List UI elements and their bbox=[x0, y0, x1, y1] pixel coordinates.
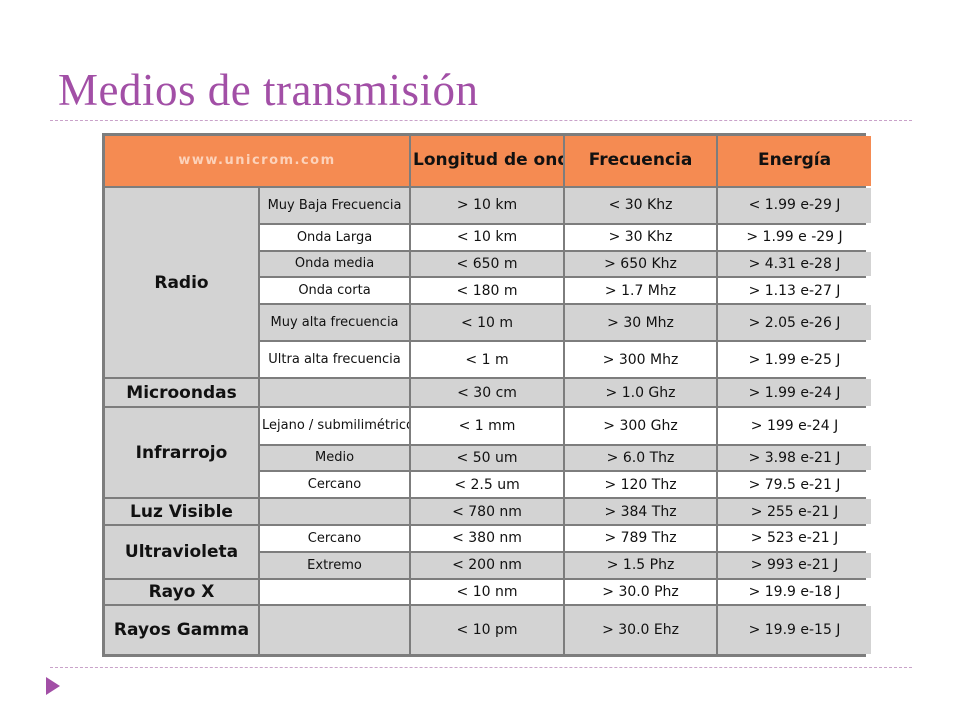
group-ultraviolet: Ultravioleta bbox=[105, 525, 258, 578]
spectrum-table: www.unicrom.com Longitud de onda Frecuen… bbox=[103, 134, 873, 656]
table-row: Medio < 50 um > 6.0 Thz > 3.98 e-21 J bbox=[105, 445, 872, 471]
row-wavelength: < 10 km bbox=[411, 224, 564, 250]
row-frequency: > 1.0 Ghz bbox=[565, 379, 717, 407]
row-wavelength: < 50 um bbox=[411, 445, 564, 471]
row-subcategory: Cercano bbox=[260, 472, 410, 498]
row-frequency: > 300 Mhz bbox=[565, 342, 717, 378]
table-row: Rayos Gamma < 10 pm > 30.0 Ehz > 19.9 e-… bbox=[105, 606, 872, 654]
table-row: Microondas < 30 cm > 1.0 Ghz > 1.99 e-24… bbox=[105, 379, 872, 407]
row-frequency: > 1.5 Phz bbox=[565, 552, 717, 578]
row-frequency: > 1.7 Mhz bbox=[565, 278, 717, 304]
group-visible: Luz Visible bbox=[105, 499, 258, 524]
row-frequency: > 30 Khz bbox=[565, 224, 717, 250]
group-microwaves: Microondas bbox=[105, 379, 258, 407]
row-frequency: > 120 Thz bbox=[565, 472, 717, 498]
group-xray: Rayo X bbox=[105, 579, 258, 605]
row-wavelength: < 780 nm bbox=[411, 499, 564, 524]
row-subcategory: Muy alta frecuencia bbox=[260, 305, 410, 341]
table-row: Onda Larga < 10 km > 30 Khz > 1.99 e -29… bbox=[105, 224, 872, 250]
row-wavelength: < 10 m bbox=[411, 305, 564, 341]
row-frequency: > 6.0 Thz bbox=[565, 445, 717, 471]
table-row: Infrarrojo Lejano / submilimétrico < 1 m… bbox=[105, 408, 872, 498]
header-energy: Energía bbox=[718, 136, 872, 186]
row-wavelength: < 30 cm bbox=[411, 379, 564, 407]
row-subcategory bbox=[260, 379, 410, 407]
title-divider bbox=[50, 120, 912, 121]
row-energy: > 4.31 e-28 J bbox=[718, 251, 872, 277]
row-energy: > 1.13 e-27 J bbox=[718, 278, 872, 304]
row-energy: > 199 e-24 J bbox=[718, 408, 872, 444]
row-subcategory: Extremo bbox=[260, 552, 410, 578]
row-energy: > 2.05 e-26 J bbox=[718, 305, 872, 341]
table-row: Onda corta < 180 m > 1.7 Mhz > 1.13 e-27… bbox=[105, 278, 872, 304]
row-wavelength: < 1 mm bbox=[411, 408, 564, 444]
table-row: Ultra alta frecuencia < 1 m > 300 Mhz > … bbox=[105, 342, 872, 378]
row-energy: < 1.99 e-29 J bbox=[718, 187, 872, 223]
table-row: Ultravioleta Cercano < 380 nm > 789 Thz … bbox=[105, 525, 872, 578]
row-frequency: < 30 Khz bbox=[565, 187, 717, 223]
row-wavelength: < 200 nm bbox=[411, 552, 564, 578]
row-subcategory bbox=[260, 499, 410, 524]
table-row: Extremo < 200 nm > 1.5 Phz > 993 e-21 J bbox=[105, 552, 872, 578]
row-subcategory bbox=[260, 579, 410, 605]
row-frequency: > 789 Thz bbox=[565, 525, 717, 551]
row-frequency: > 300 Ghz bbox=[565, 408, 717, 444]
row-wavelength: < 180 m bbox=[411, 278, 564, 304]
row-wavelength: < 10 pm bbox=[411, 606, 564, 654]
row-energy: > 1.99 e-24 J bbox=[718, 379, 872, 407]
row-subcategory: Cercano bbox=[260, 525, 410, 551]
header-site: www.unicrom.com bbox=[105, 136, 410, 186]
row-wavelength: < 650 m bbox=[411, 251, 564, 277]
row-energy: > 255 e-21 J bbox=[718, 499, 872, 524]
header-frequency: Frecuencia bbox=[565, 136, 717, 186]
header-wavelength: Longitud de onda bbox=[411, 136, 564, 186]
group-radio: Radio bbox=[105, 187, 258, 378]
table-row: Onda media < 650 m > 650 Khz > 4.31 e-28… bbox=[105, 251, 872, 277]
group-infrared: Infrarrojo bbox=[105, 408, 258, 498]
row-wavelength: < 380 nm bbox=[411, 525, 564, 551]
row-subcategory: Onda corta bbox=[260, 278, 410, 304]
row-subcategory: Medio bbox=[260, 445, 410, 471]
table-row: Radio Muy Baja Frecuencia > 10 km < 30 K… bbox=[105, 187, 872, 378]
spectrum-table-frame: www.unicrom.com Longitud de onda Frecuen… bbox=[102, 133, 872, 657]
row-subcategory: Onda media bbox=[260, 251, 410, 277]
row-subcategory: Onda Larga bbox=[260, 224, 410, 250]
row-subcategory: Ultra alta frecuencia bbox=[260, 342, 410, 378]
table-row: Luz Visible < 780 nm > 384 Thz > 255 e-2… bbox=[105, 499, 872, 524]
row-subcategory bbox=[260, 606, 410, 654]
row-energy: > 523 e-21 J bbox=[718, 525, 872, 551]
table-row: Rayo X < 10 nm > 30.0 Phz > 19.9 e-18 J bbox=[105, 579, 872, 605]
row-frequency: > 30.0 Phz bbox=[565, 579, 717, 605]
row-subcategory: Muy Baja Frecuencia bbox=[260, 187, 410, 223]
row-energy: > 19.9 e-15 J bbox=[718, 606, 872, 654]
row-frequency: > 30 Mhz bbox=[565, 305, 717, 341]
row-energy: > 3.98 e-21 J bbox=[718, 445, 872, 471]
row-frequency: > 30.0 Ehz bbox=[565, 606, 717, 654]
row-wavelength: < 2.5 um bbox=[411, 472, 564, 498]
row-wavelength: < 1 m bbox=[411, 342, 564, 378]
row-energy: > 79.5 e-21 J bbox=[718, 472, 872, 498]
row-frequency: > 650 Khz bbox=[565, 251, 717, 277]
group-gamma: Rayos Gamma bbox=[105, 606, 258, 654]
row-energy: > 19.9 e-18 J bbox=[718, 579, 872, 605]
table-row: Muy alta frecuencia < 10 m > 30 Mhz > 2.… bbox=[105, 305, 872, 341]
triangle-bullet-icon bbox=[46, 677, 60, 695]
slide-title: Medios de transmisión bbox=[58, 65, 479, 115]
table-row: Cercano < 2.5 um > 120 Thz > 79.5 e-21 J bbox=[105, 472, 872, 498]
row-wavelength: < 10 nm bbox=[411, 579, 564, 605]
row-energy: > 1.99 e-25 J bbox=[718, 342, 872, 378]
row-frequency: > 384 Thz bbox=[565, 499, 717, 524]
footer-divider bbox=[50, 667, 912, 668]
row-energy: > 1.99 e -29 J bbox=[718, 224, 872, 250]
row-wavelength: > 10 km bbox=[411, 187, 564, 223]
header-row: www.unicrom.com Longitud de onda Frecuen… bbox=[105, 136, 872, 186]
row-energy: > 993 e-21 J bbox=[718, 552, 872, 578]
row-subcategory: Lejano / submilimétrico bbox=[260, 408, 410, 444]
